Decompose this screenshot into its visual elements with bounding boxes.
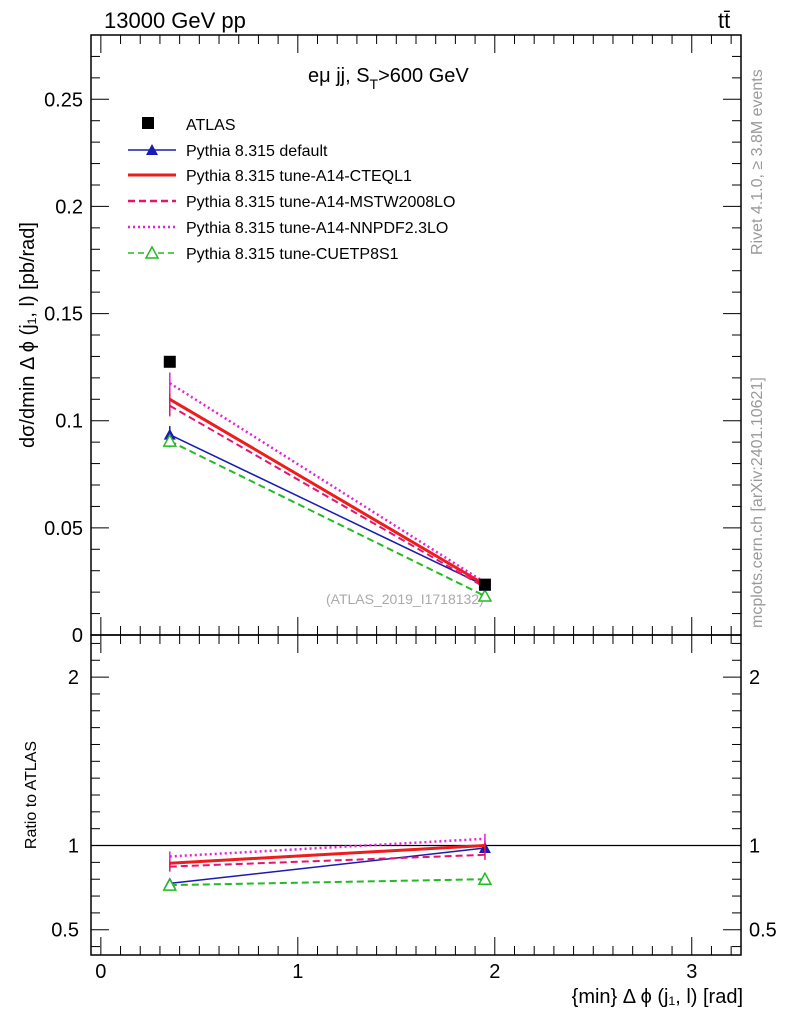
main-point-atlas [478,578,491,591]
main-point-pythia-8-315-tune-cuetp8s1 [162,433,178,447]
main-point-atlas [163,355,176,368]
header-process-label: tt̄ [718,8,730,33]
ratio-line-pythia-8-315-default [169,847,486,885]
legend: ATLAS Pythia 8.315 default Pythia 8.315 … [128,117,455,263]
legend-marker-cuetp8s1 [144,245,160,259]
main-ytick-label: 0.2 [55,196,83,218]
plot-title-tail: >600 GeV [378,65,469,87]
legend-label-cteql1: Pythia 8.315 tune-A14-CTEQL1 [186,168,412,185]
ratio-point-pythia-8-315-tune-cuetp8s1 [477,871,493,885]
ratio-ytick-label-right: 0.5 [749,920,777,942]
ratio-ytick-label: 0.5 [51,920,79,942]
ratio-ytick-label-right: 2 [749,667,760,689]
main-axis-ticks [91,34,741,636]
xtick-label: 0 [95,961,106,983]
ratio-axis-ticks [91,635,741,955]
analysis-watermark: (ATLAS_2019_I1718132) [326,591,484,607]
ratio-line-pythia-8-315-tune-a14-mstw2008lo [169,853,485,868]
main-y-tick-labels: 0 0.05 0.1 0.15 0.2 0.25 [44,89,83,647]
ratio-plot-frame [90,634,742,956]
main-series-group [162,355,493,602]
plot-title: eμ jj, ST>600 GeV [308,65,469,92]
main-ytick-label: 0.25 [44,89,83,111]
main-ytick-label: 0.1 [55,411,83,433]
xtick-label: 3 [686,961,697,983]
main-line-pythia-8-315-tune-a14-mstw2008lo [169,404,486,589]
ratio-ytick-label-right: 1 [749,836,760,858]
legend-label-nnpdf: Pythia 8.315 tune-A14-NNPDF2.3LO [186,220,448,237]
ratio-ytick-label: 1 [68,836,79,858]
rivet-version-label: Rivet 4.1.0, ≥ 3.8M events [749,69,766,255]
ratio-line-pythia-8-315-tune-a14-cteql1 [169,844,486,865]
legend-label-mstw: Pythia 8.315 tune-A14-MSTW2008LO [186,194,455,211]
ratio-series-group [91,833,741,891]
main-ytick-label: 0.15 [44,304,83,326]
legend-label-default: Pythia 8.315 default [186,143,328,160]
ratio-point-pythia-8-315-tune-cuetp8s1 [162,877,178,891]
x-tick-labels: 0 1 2 3 [95,961,697,983]
legend-marker-default [146,144,158,155]
x-axis-label: {min} Δ ϕ (j₁, l) [rad] [572,986,743,1008]
main-ytick-label: 0 [72,625,83,647]
header-energy-label: 13000 GeV pp [104,8,246,33]
main-point-pythia-8-315-tune-cuetp8s1 [477,588,493,602]
ratio-y-tick-labels: 0.5 0.5 1 1 2 2 [51,667,777,942]
main-y-axis-label: dσ/dmin Δ ϕ (j₁, l) [pb/rad] [17,222,39,448]
xtick-label: 1 [292,961,303,983]
ratio-line-pythia-8-315-tune-cuetp8s1 [169,878,485,887]
mcplots-label: mcplots.cern.ch [arXiv:2401.10621] [749,377,766,628]
xtick-label: 2 [489,961,500,983]
main-line-pythia-8-315-tune-a14-nnpdf2-3lo [169,382,486,584]
plot-title-subscript: T [370,76,379,92]
main-line-pythia-8-315-tune-cuetp8s1 [169,440,486,597]
main-ytick-label: 0.05 [44,518,83,540]
ratio-y-axis-label: Ratio to ATLAS [23,741,40,849]
legend-label-atlas: ATLAS [186,117,236,134]
legend-marker-atlas [142,117,154,129]
ratio-ytick-label: 2 [68,667,79,689]
plot-title-main: eμ jj, S [308,65,370,87]
legend-label-cuetp8s1: Pythia 8.315 tune-CUETP8S1 [186,246,399,263]
main-line-pythia-8-315-tune-a14-cteql1 [169,397,486,586]
main-line-pythia-8-315-default [169,433,486,587]
